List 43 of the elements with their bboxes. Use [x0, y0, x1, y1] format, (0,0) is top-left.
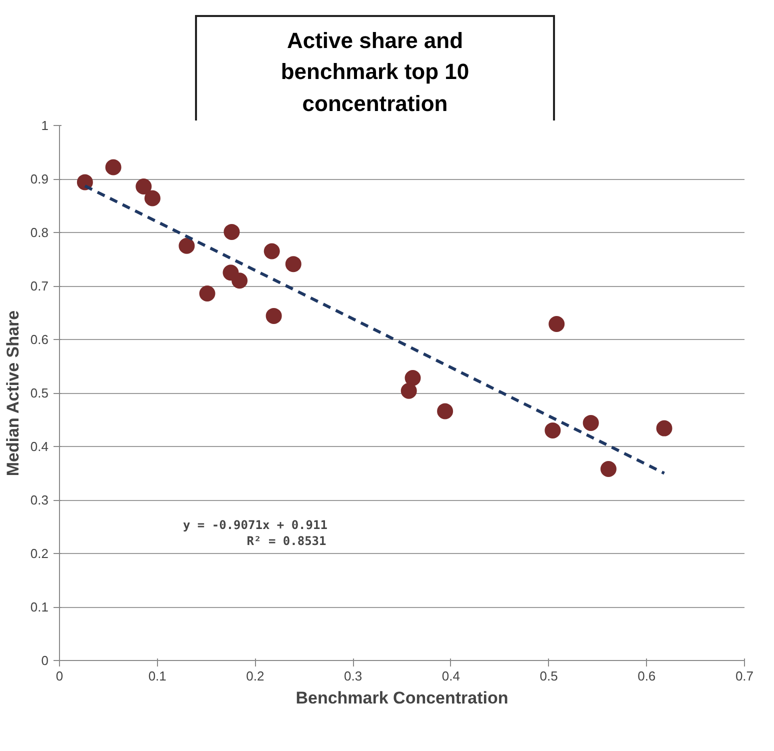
point: [544, 422, 561, 438]
y-tick-label: 0.2: [30, 546, 49, 561]
annotation: y = -0.9071x + 0.911: [182, 518, 328, 532]
point: [548, 316, 565, 332]
point: [232, 272, 248, 289]
point: [224, 224, 240, 240]
y-tick-label: 0.3: [30, 492, 49, 508]
point: [600, 460, 616, 477]
y-tick-label: 0.7: [30, 278, 49, 294]
point: [582, 414, 599, 431]
y-tick-label: 0.5: [30, 386, 49, 400]
point: [144, 190, 160, 206]
y-tick-label: 1: [41, 118, 49, 133]
point: [656, 420, 672, 436]
point: [266, 308, 282, 324]
point: [76, 174, 93, 190]
chart-title: Active share and benchmark top 10 concentration: [195, 15, 555, 130]
annotation: R² = 0.8531: [246, 534, 326, 548]
point: [404, 370, 421, 386]
y-axis-title: Median Active Share: [3, 310, 22, 476]
y-tick-label: 0.9: [30, 172, 49, 186]
point: [178, 238, 195, 254]
y-tick-label: 0.4: [30, 439, 49, 454]
y-tick-label: 0.6: [30, 332, 49, 347]
x-tick-label: 0.5: [540, 668, 558, 684]
point: [285, 256, 302, 272]
x-tick-label: 0.3: [344, 668, 362, 684]
x-axis-title: Benchmark Concentration: [296, 688, 508, 708]
y-tick-label: 0.1: [30, 600, 49, 614]
x-tick-label: 0: [56, 668, 64, 684]
point: [199, 286, 216, 302]
x-tick-label: 0.7: [735, 668, 754, 684]
point: [437, 403, 454, 420]
point: [264, 243, 280, 260]
y-tick-label: 0: [41, 653, 49, 668]
x-tick-label: 0.4: [442, 668, 460, 684]
x-tick-label: 0.6: [638, 668, 656, 684]
x-tick-label: 0.2: [246, 668, 264, 684]
point: [136, 178, 152, 194]
point: [105, 159, 122, 176]
y-tick-label: 0.8: [30, 225, 49, 240]
point: [400, 382, 417, 399]
x-tick-label: 0.1: [148, 668, 166, 684]
